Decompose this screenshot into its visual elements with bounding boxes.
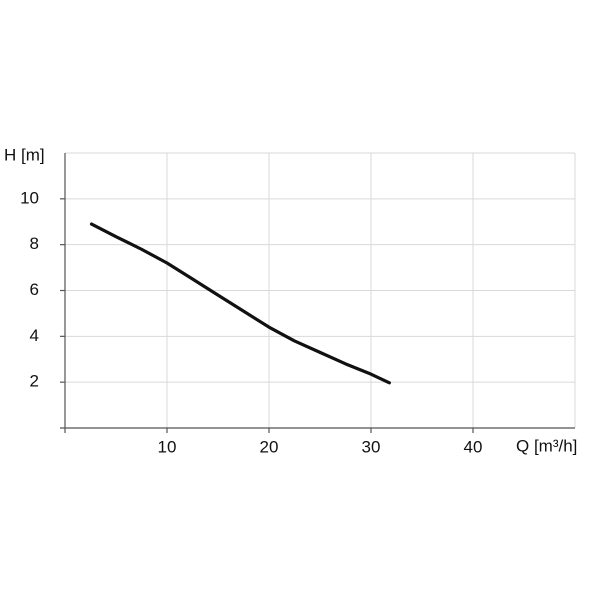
x-tick-label: 40 [464, 437, 483, 456]
y-tick-label: 10 [20, 188, 39, 207]
y-axis-label: H [m] [4, 145, 45, 164]
x-tick-label: 10 [158, 437, 177, 456]
y-tick-label: 8 [30, 234, 39, 253]
line-series [89, 222, 391, 385]
x-tick-label: 30 [362, 437, 381, 456]
y-tick-label: 4 [30, 326, 39, 345]
y-tick-label: 6 [30, 280, 39, 299]
x-axis-label: Q [m³/h] [516, 436, 577, 455]
y-tick-label: 2 [30, 372, 39, 391]
x-tick-label: 20 [260, 437, 279, 456]
